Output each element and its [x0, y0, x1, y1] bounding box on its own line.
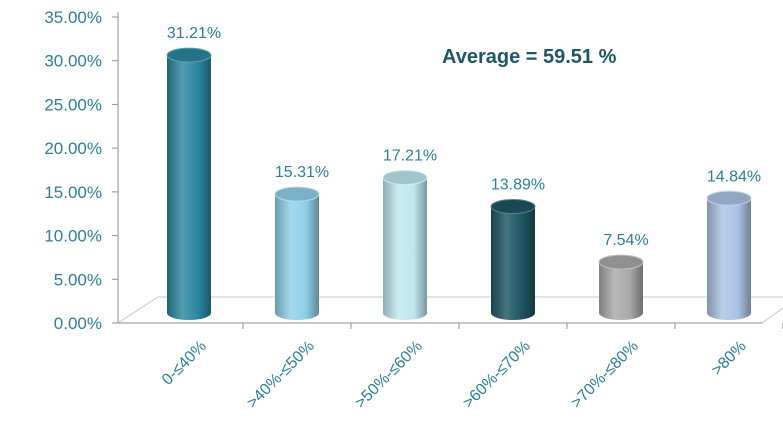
floor-line — [117, 296, 783, 324]
bar-top-cap — [706, 190, 752, 206]
x-tick-label: 0-≤40% — [159, 338, 210, 389]
y-tick-label: 0.00% — [54, 314, 102, 333]
y-tick-label: 35.00% — [44, 8, 102, 27]
bar-body — [491, 206, 535, 320]
y-tick-label: 15.00% — [44, 183, 102, 202]
average-annotation: Average = 59.51 % — [442, 46, 617, 68]
x-tick-label: >70%-≤80% — [568, 338, 642, 412]
bar — [706, 190, 752, 320]
y-tick-label: 20.00% — [44, 139, 102, 158]
y-tick-label: 10.00% — [44, 227, 102, 246]
data-label: 17.21% — [383, 148, 437, 165]
data-label: 31.21% — [167, 25, 221, 42]
x-tick-label: >50%-≤60% — [352, 338, 426, 412]
y-tick-label: 25.00% — [44, 95, 102, 114]
y-tick-label: 30.00% — [44, 52, 102, 71]
bar-body — [383, 177, 427, 320]
bar — [598, 254, 644, 320]
bar-top-cap — [274, 186, 320, 202]
data-label: 14.84% — [707, 168, 761, 185]
data-label: 7.54% — [603, 232, 648, 249]
bar-body — [275, 194, 319, 320]
bar-top-cap — [382, 170, 428, 186]
bar — [166, 47, 212, 320]
data-label: 15.31% — [275, 164, 329, 181]
bar-body — [599, 262, 643, 320]
x-tick-label: >80% — [709, 338, 750, 379]
data-label: 13.89% — [491, 177, 545, 194]
bar — [490, 199, 536, 320]
x-tick-label: >40%-≤50% — [244, 338, 318, 412]
bar-top-cap — [490, 199, 536, 215]
chart-floor — [117, 296, 783, 324]
data-labels: 31.21% 15.31% 17.21% 13.89% 7.54% 14.84% — [167, 25, 761, 249]
x-tick-label: >60%-≤70% — [460, 338, 534, 412]
bar-body — [707, 198, 751, 320]
bar-top-cap — [598, 254, 644, 270]
bar — [274, 186, 320, 320]
bars — [166, 47, 752, 320]
bar — [382, 170, 428, 320]
bar-body — [167, 55, 211, 320]
y-tick-label: 5.00% — [54, 270, 102, 289]
bar-top-cap — [166, 47, 212, 63]
